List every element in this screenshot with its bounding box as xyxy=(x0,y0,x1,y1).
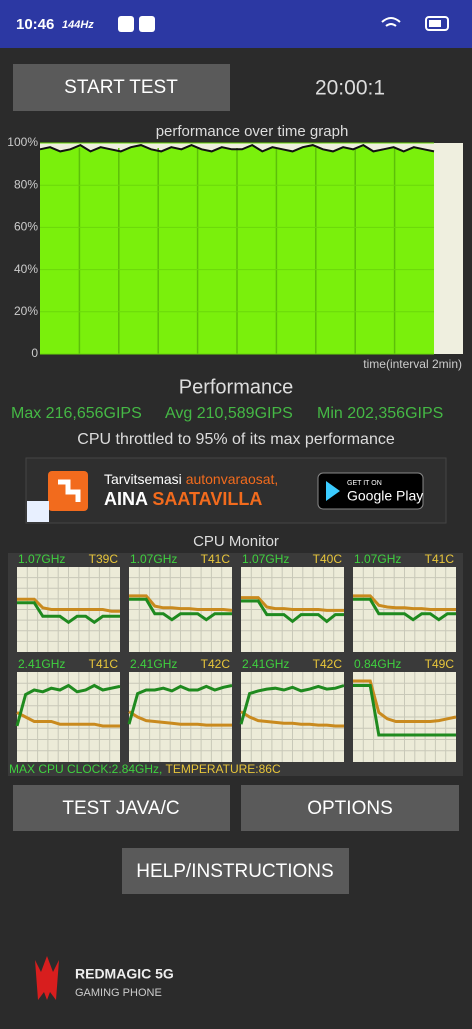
x-axis-label: time(interval 2min) xyxy=(363,357,462,371)
throttle-note: CPU throttled to 95% of its max performa… xyxy=(77,431,395,448)
start-label: START TEST xyxy=(64,77,178,98)
app-icon xyxy=(118,16,134,32)
core-freq: 1.07GHz xyxy=(242,552,289,566)
help-label: HELP/INSTRUCTIONS xyxy=(136,861,333,882)
freq-line xyxy=(353,597,456,622)
temp-line xyxy=(129,594,233,612)
ad-choices[interactable] xyxy=(27,501,49,522)
brand-name: REDMAGIC 5G xyxy=(75,966,174,982)
brand-tagline: GAMING PHONE xyxy=(75,987,162,999)
wifi-icon xyxy=(381,17,401,27)
options-label: OPTIONS xyxy=(307,798,393,819)
freq-line xyxy=(17,601,120,625)
max-stat: Max 216,656GIPS xyxy=(11,405,142,422)
clock: 10:46 xyxy=(16,16,54,33)
freq-line xyxy=(15,683,121,727)
freq-line xyxy=(353,684,456,737)
core-temp: T41C xyxy=(425,552,455,566)
battery-level xyxy=(429,20,441,27)
temp-line xyxy=(17,597,120,613)
plot: 0 20% 40% 60% 80% 100% xyxy=(7,135,435,360)
app-icon xyxy=(139,16,155,32)
y-tick-label: 20% xyxy=(14,304,38,318)
core-freq: 2.41GHz xyxy=(18,657,65,671)
store-name: Google Play xyxy=(347,488,423,504)
core-temp: T40C xyxy=(313,552,343,566)
performance-line xyxy=(39,143,435,153)
temp-line xyxy=(128,710,232,727)
core-temp: T42C xyxy=(201,657,231,671)
start-button[interactable] xyxy=(13,64,230,111)
ad-text: Tarvitsemasi xyxy=(104,471,186,487)
temp-line xyxy=(240,710,344,728)
ad-line1: Tarvitsemasi autonvaraosat, xyxy=(104,471,278,487)
store-icon xyxy=(326,481,340,501)
core-freq: 2.41GHz xyxy=(242,657,289,671)
temp-line xyxy=(241,596,344,612)
core-freq: 1.07GHz xyxy=(130,552,177,566)
timer: 20:00:1 xyxy=(315,77,385,100)
graph-title: performance over time graph xyxy=(156,123,349,140)
max-temp: TEMPERATURE:86C xyxy=(166,762,281,776)
java-button[interactable] xyxy=(13,785,230,831)
ad-logo-mark xyxy=(58,479,81,502)
core-temp: T49C xyxy=(425,657,455,671)
ad-text: SAATAVILLA xyxy=(152,489,262,509)
help-button[interactable] xyxy=(122,848,349,894)
y-tick-label: 0 xyxy=(31,346,38,360)
performance-heading: Performance xyxy=(179,376,294,398)
core-freq: 1.07GHz xyxy=(354,552,401,566)
ad-text: autonvaraosat, xyxy=(186,471,279,487)
refresh-rate: 144Hz xyxy=(62,19,94,31)
brand-logo xyxy=(35,956,59,1000)
store-badge[interactable] xyxy=(317,472,424,510)
store-small: GET IT ON xyxy=(347,480,382,487)
max-clock: MAX CPU CLOCK:2.84GHz, xyxy=(9,762,162,776)
y-tick-label: 80% xyxy=(14,177,38,191)
java-label: TEST JAVA/C xyxy=(62,798,179,819)
freq-line xyxy=(239,684,345,725)
temp-line xyxy=(16,711,120,728)
freq-line xyxy=(129,597,232,622)
min-stat: Min 202,356GIPS xyxy=(317,405,443,422)
freq-line xyxy=(241,599,344,624)
temp-line xyxy=(353,594,456,611)
y-tick-label: 60% xyxy=(14,220,38,234)
y-tick-label: 100% xyxy=(7,135,38,149)
monitor-footer: MAX CPU CLOCK:2.84GHz, TEMPERATURE:86C xyxy=(9,762,281,776)
temp-line xyxy=(353,679,457,723)
core-freq: 1.07GHz xyxy=(18,552,65,566)
ad-text: AINA xyxy=(104,489,152,509)
core-temp: T41C xyxy=(201,552,231,566)
y-tick-label: 40% xyxy=(14,262,38,276)
battery xyxy=(425,16,449,31)
core-temp: T41C xyxy=(89,657,119,671)
avg-stat: Avg 210,589GIPS xyxy=(165,405,293,422)
core-freq: 2.41GHz xyxy=(130,657,177,671)
core-temp: T42C xyxy=(313,657,343,671)
ad-line2: AINA SAATAVILLA xyxy=(104,489,262,509)
monitor-title: CPU Monitor xyxy=(193,533,279,550)
core-temp: T39C xyxy=(89,552,119,566)
core-freq: 0.84GHz xyxy=(354,657,401,671)
cores: 1.07GHz T39C 1.07GHz T41C 1.07GHz T40C 1.07GHz… xyxy=(15,552,457,762)
freq-line xyxy=(127,684,233,725)
options-button[interactable] xyxy=(241,785,459,831)
